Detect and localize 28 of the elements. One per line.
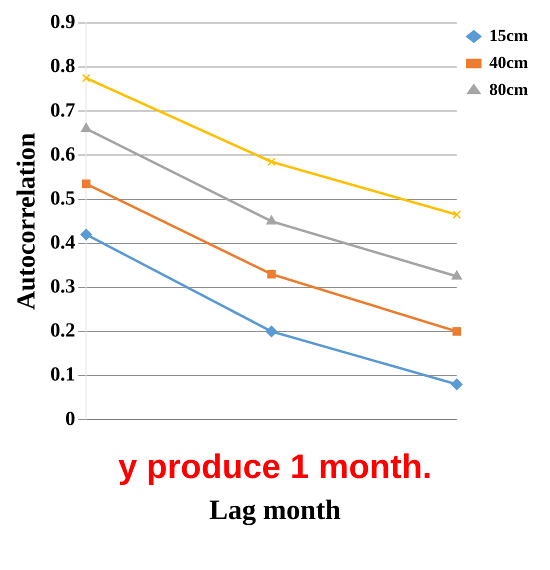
point (80, 228, 92, 240)
x-axis-title: Lag month (208, 495, 342, 527)
y-tick-label: 0.2 (50, 320, 76, 342)
point (266, 216, 277, 225)
y-tick-label: 0.7 (50, 99, 76, 122)
legend-label: 80cm (489, 80, 528, 99)
point (451, 378, 463, 390)
y-tick-label: 0.5 (50, 187, 76, 210)
point (82, 74, 90, 82)
point (267, 158, 276, 166)
point (452, 210, 462, 219)
y-tick-label: 0.9 (50, 11, 76, 34)
y-tick-label: 0 (65, 408, 76, 430)
point (452, 270, 462, 280)
y-tick-label: 0.1 (50, 364, 76, 386)
point (82, 180, 90, 188)
y-axis-title: Autocorrelation (11, 132, 40, 310)
y-tick-label: 0.6 (50, 143, 76, 166)
legend-label: 15cm (489, 26, 528, 45)
legend-label: 40cm (489, 52, 528, 72)
point (452, 327, 462, 336)
y-tick-label: 0.8 (50, 55, 76, 78)
point (81, 123, 92, 132)
point (266, 326, 278, 338)
y-tick-label: 0.3 (50, 276, 76, 298)
y-tick-label: 0.4 (50, 232, 76, 254)
text: y produce 1 month. (117, 448, 433, 487)
point (267, 270, 276, 278)
